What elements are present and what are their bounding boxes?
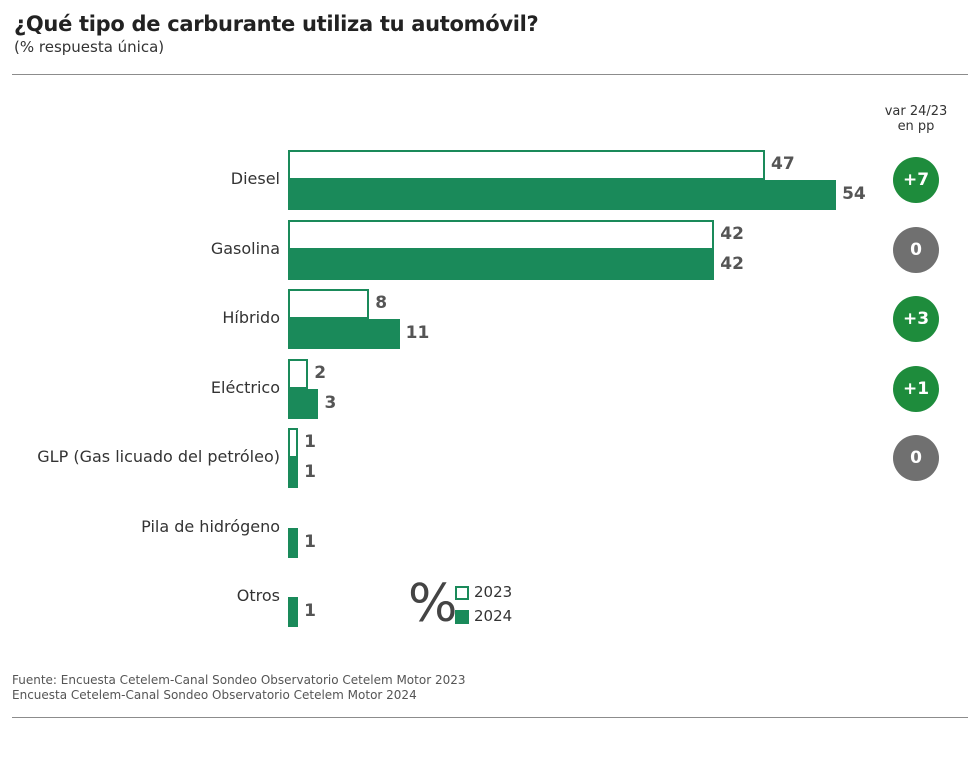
category-label-pila-de-hidrogeno: Pila de hidrógeno (141, 516, 280, 536)
value-label-2024-electrico: 3 (324, 392, 337, 413)
category-label-gasolina: Gasolina (210, 238, 280, 258)
bar-2023-glp-gas-licuado-del-petroleo (288, 428, 299, 458)
bar-2024-diesel (288, 180, 837, 210)
bar-2024-gasolina (288, 249, 715, 280)
category-label-otros: Otros (236, 586, 280, 605)
bar-2023-diesel (288, 150, 766, 180)
bar-2023-gasolina (288, 219, 715, 250)
legend-swatch-2024 (455, 610, 469, 624)
value-label-2023-hibrido: 8 (375, 293, 388, 313)
bar-2023-hibrido (288, 289, 370, 319)
value-label-2024-glp-gas-licuado-del-petroleo: 1 (304, 462, 316, 482)
top-rule (12, 74, 968, 75)
variation-header: var 24/23 en pp (868, 104, 964, 134)
category-label-electrico: Eléctrico (210, 377, 280, 397)
variation-badge-gasolina: 0 (893, 226, 939, 273)
bottom-rule (12, 717, 968, 718)
variation-badge-diesel: +7 (893, 157, 939, 203)
legend-label-2024: 2024 (474, 607, 513, 625)
bar-2024-otros (288, 597, 299, 627)
value-label-2024-pila-de-hidrogeno: 1 (304, 531, 316, 552)
value-label-2023-diesel: 47 (771, 154, 795, 174)
category-label-hibrido: Híbrido (222, 308, 280, 327)
variation-badge-electrico: +1 (893, 365, 939, 412)
value-label-2023-gasolina: 42 (720, 223, 744, 244)
category-label-diesel: Diesel (230, 169, 280, 188)
value-label-2024-gasolina: 42 (720, 253, 744, 274)
value-label-2023-electrico: 2 (314, 362, 327, 383)
value-label-2023-glp-gas-licuado-del-petroleo: 1 (304, 432, 316, 452)
variation-header-line1: var 24/23 (884, 104, 948, 119)
source-line-2: Encuesta Cetelem-Canal Sondeo Observator… (12, 688, 417, 702)
legend-label-2023: 2023 (474, 583, 513, 601)
legend-swatch-2023 (455, 586, 469, 600)
bar-2024-hibrido (288, 319, 400, 349)
legend-percent-symbol: % (408, 574, 458, 634)
bar-2024-electrico (288, 388, 319, 419)
source-line-1: Fuente: Encuesta Cetelem-Canal Sondeo Ob… (12, 673, 466, 687)
variation-header-line2: en pp (897, 119, 935, 134)
category-label-glp-gas-licuado-del-petroleo: GLP (Gas licuado del petróleo) (37, 447, 280, 466)
bar-2024-glp-gas-licuado-del-petroleo (288, 458, 299, 488)
value-label-2024-hibrido: 11 (405, 323, 430, 343)
variation-badge-hibrido: +3 (893, 296, 939, 342)
bar-2024-pila-de-hidrogeno (288, 527, 299, 558)
chart-title: ¿Qué tipo de carburante utiliza tu autom… (14, 12, 539, 36)
value-label-2024-diesel: 54 (842, 184, 866, 204)
variation-badge-glp-gas-licuado-del-petroleo: 0 (893, 435, 939, 481)
chart-subtitle: (% respuesta única) (14, 38, 165, 56)
bar-2023-electrico (288, 358, 309, 389)
value-label-2024-otros: 1 (304, 601, 316, 621)
